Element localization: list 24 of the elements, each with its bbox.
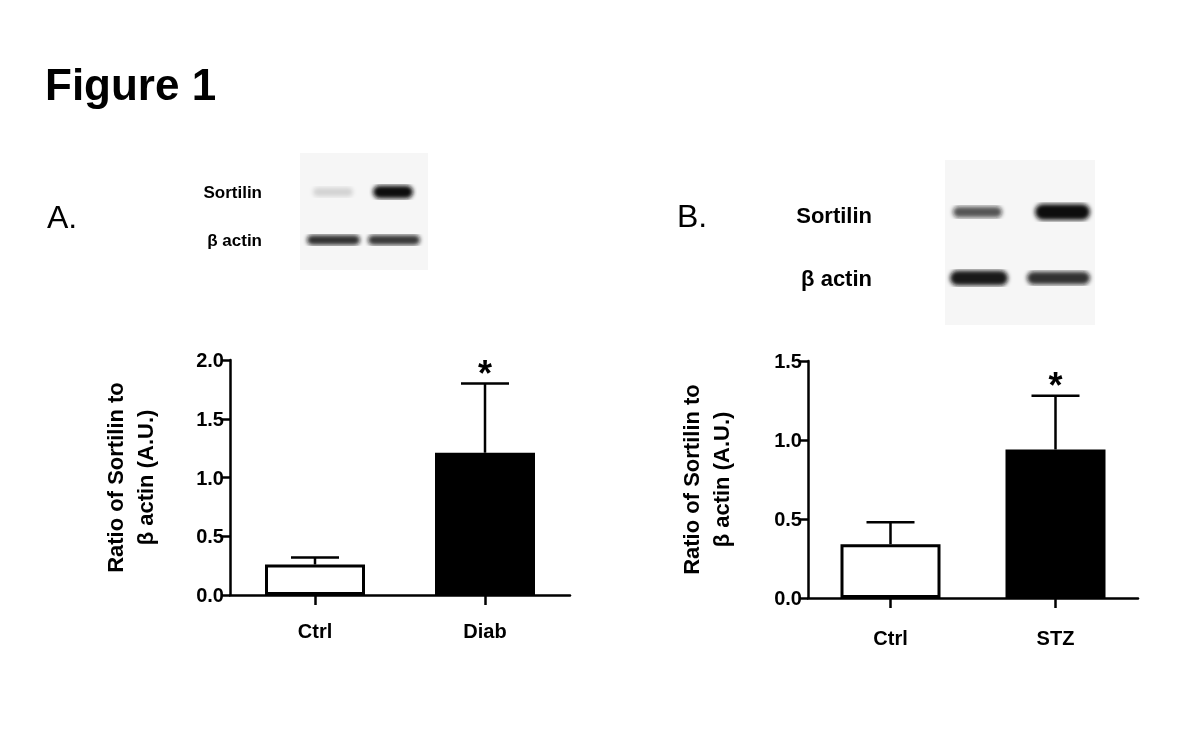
x-tick-label: STZ (1036, 627, 1075, 649)
y-axis-title: Ratio of Sortilin to β actin (A.U.) (678, 384, 734, 575)
y-tick-label: 0.5 (774, 508, 802, 530)
y-tick-label: 1.5 (196, 407, 224, 430)
annotation: * (477, 353, 493, 394)
chart-title: A. (47, 199, 78, 235)
caption: Figure 1 (45, 59, 217, 109)
y-tick-label: 1.0 (196, 466, 224, 489)
annotation: * (1048, 365, 1063, 407)
chart-title: B. (677, 198, 708, 234)
y-tick-label: 1.5 (774, 350, 802, 372)
x-tick-label: Ctrl (873, 627, 908, 649)
text: Sortilin (796, 202, 872, 228)
y-tick-label: 0.0 (774, 587, 802, 609)
text: Sortilin (203, 182, 262, 202)
text: β actin (207, 230, 262, 250)
y-tick-label: 0.0 (196, 584, 224, 606)
x-tick-label: Diab (463, 620, 507, 642)
y-tick-label: 0.5 (196, 525, 224, 548)
x-tick-label: Ctrl (297, 620, 333, 642)
y-tick-label: 1.0 (774, 429, 802, 451)
y-tick-label: 2.0 (196, 349, 224, 371)
text: β actin (801, 265, 872, 291)
y-axis-title: Ratio of Sortilin to β actin (A.U.) (102, 382, 158, 573)
